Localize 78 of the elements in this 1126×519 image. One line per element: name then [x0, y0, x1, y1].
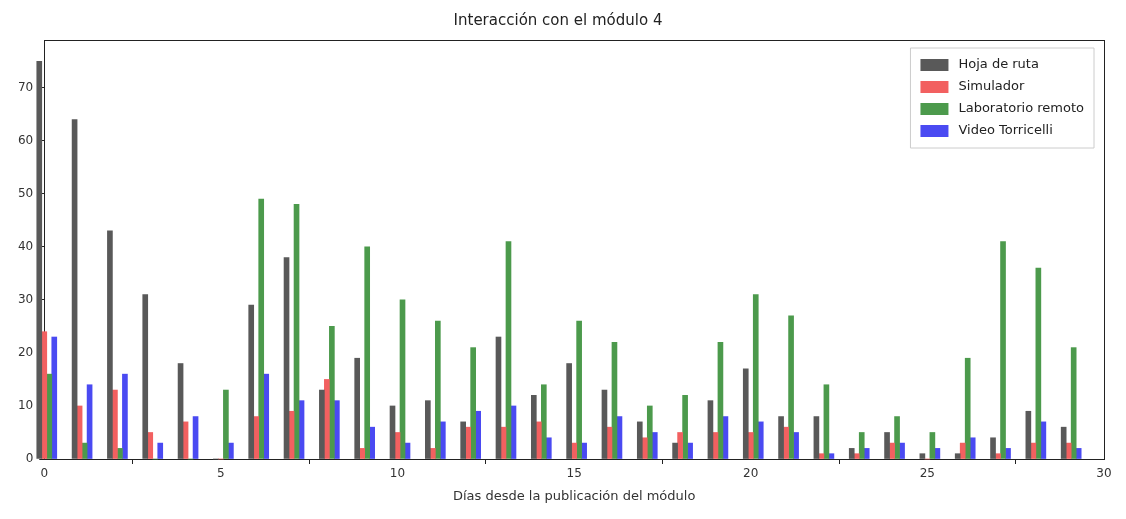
bar [995, 453, 1001, 459]
bar [545, 437, 552, 459]
bar [752, 294, 759, 459]
bar [788, 315, 794, 459]
bar [359, 448, 366, 459]
legend-label: Simulador [958, 78, 1026, 94]
x-tick-label: 5 [217, 466, 225, 481]
y-tick-label: 50 [17, 185, 34, 200]
bar [540, 384, 547, 459]
bar [818, 453, 825, 459]
bar [430, 448, 436, 459]
bar [142, 294, 149, 459]
legend-label: Hoja de ruta [958, 56, 1039, 72]
bar [959, 442, 966, 459]
x-tick-label: 20 [743, 466, 759, 481]
bar [828, 453, 835, 459]
bar [248, 304, 255, 459]
bar [969, 437, 976, 459]
bar [682, 395, 688, 459]
y-tick-label: 10 [17, 398, 34, 413]
y-tick-label: 70 [17, 79, 34, 94]
bar [646, 405, 653, 459]
chart-title: Interacción con el módulo 4 [453, 10, 663, 29]
bar [848, 448, 855, 459]
bar [354, 357, 361, 459]
y-tick-label: 0 [25, 451, 34, 466]
bar [934, 448, 941, 459]
x-tick-label: 30 [1096, 466, 1112, 481]
bar [223, 389, 229, 459]
bar [1005, 448, 1011, 459]
bar [329, 326, 335, 459]
bar [1075, 448, 1082, 459]
x-tick-label: 25 [919, 466, 936, 481]
bar [894, 416, 900, 459]
bar [742, 368, 749, 459]
bar [470, 347, 476, 459]
bar [919, 453, 926, 459]
y-tick-label: 30 [17, 292, 34, 307]
x-tick-label: 15 [566, 466, 582, 481]
x-tick-label: 10 [389, 466, 406, 481]
bar [319, 389, 325, 459]
bar [677, 432, 683, 459]
bar [964, 357, 971, 459]
bar [954, 453, 961, 459]
x-axis-title: Días desde la publicación del módulo [452, 487, 696, 503]
bar [107, 230, 113, 459]
bar [576, 320, 582, 459]
bar [641, 437, 648, 459]
bar [460, 421, 466, 459]
bar [258, 198, 265, 459]
bar [636, 421, 643, 459]
x-tick-label: 0 [40, 466, 49, 481]
bar [530, 395, 537, 459]
bar [324, 379, 330, 459]
legend-label: Video Torricelli [958, 122, 1053, 138]
bar [884, 432, 890, 459]
bar [51, 336, 58, 459]
bar [990, 437, 996, 459]
bar [122, 373, 128, 459]
bar [778, 416, 784, 459]
bar [863, 448, 870, 459]
bar [157, 442, 164, 459]
bar [566, 363, 572, 459]
y-tick-label: 40 [17, 238, 34, 253]
bar [853, 453, 860, 459]
bar [36, 60, 43, 459]
y-tick-label: 20 [17, 345, 34, 360]
bar [1060, 426, 1067, 459]
bar [435, 320, 441, 459]
bar [117, 448, 123, 459]
bar [672, 442, 678, 459]
bar [425, 400, 431, 459]
legend-label: Laboratorio remoto [958, 100, 1085, 116]
y-tick-label: 60 [17, 132, 34, 147]
bar [1070, 347, 1077, 459]
bar [858, 432, 865, 459]
bar [1000, 241, 1006, 459]
bar [364, 246, 371, 459]
